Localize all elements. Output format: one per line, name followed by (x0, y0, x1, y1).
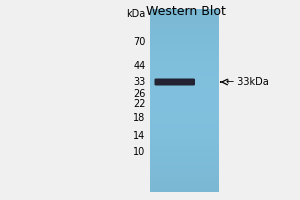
FancyBboxPatch shape (154, 78, 195, 86)
Text: Western Blot: Western Blot (146, 5, 226, 18)
Text: 70: 70 (133, 37, 145, 47)
Text: 44: 44 (133, 61, 145, 71)
Text: 26: 26 (133, 89, 145, 99)
Text: 22: 22 (133, 99, 146, 109)
Text: kDa: kDa (126, 9, 146, 19)
Text: 14: 14 (133, 131, 145, 141)
Text: ← 33kDa: ← 33kDa (226, 77, 269, 87)
Text: 33: 33 (133, 77, 145, 87)
Text: 18: 18 (133, 113, 145, 123)
Text: 10: 10 (133, 147, 145, 157)
